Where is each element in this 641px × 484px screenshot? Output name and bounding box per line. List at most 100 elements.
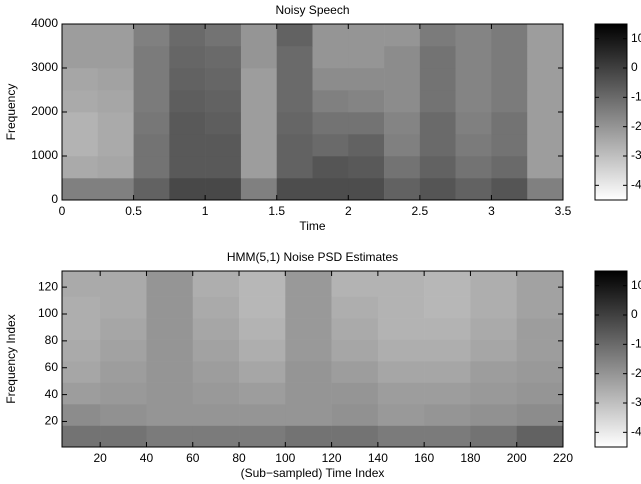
heatmap-cell xyxy=(276,24,313,47)
x-tick-label: 0.5 xyxy=(125,204,142,218)
heatmap-cell xyxy=(470,339,518,362)
heatmap-cell xyxy=(384,112,421,135)
heatmap-cell xyxy=(192,404,240,426)
heatmap-cell xyxy=(192,382,240,405)
heatmap-cell xyxy=(62,68,99,91)
heatmap-cell xyxy=(312,134,349,157)
heatmap-cell xyxy=(527,112,564,135)
y-tick-label: 3000 xyxy=(31,60,58,74)
heatmap-cell xyxy=(312,46,349,69)
colorbar-tick-label: -30 xyxy=(631,395,641,409)
heatmap-cell xyxy=(470,361,518,383)
heatmap-cell xyxy=(516,296,564,319)
colorbar-tick-label: -40 xyxy=(631,178,641,192)
heatmap-cell xyxy=(133,112,170,135)
heatmap-cell xyxy=(240,178,278,201)
heatmap-cell xyxy=(62,361,101,383)
colorbar-tick-label: 0 xyxy=(631,307,638,321)
heatmap-cell xyxy=(97,24,134,47)
y-tick-label: 4000 xyxy=(31,16,58,30)
heatmap-cell xyxy=(205,178,242,201)
heatmap-cell xyxy=(100,271,147,297)
heatmap-cell xyxy=(205,112,242,135)
x-tick-label: 1 xyxy=(202,204,209,218)
heatmap-cell xyxy=(97,156,134,179)
heatmap-cell xyxy=(470,404,518,426)
heatmap-cell xyxy=(97,46,134,69)
y-tick-label: 2000 xyxy=(31,104,58,118)
heatmap-cell xyxy=(312,90,349,113)
heatmap-cell xyxy=(97,134,134,157)
heatmap-cell xyxy=(239,404,286,426)
heatmap-cell xyxy=(169,112,206,135)
heatmap-cell xyxy=(331,339,379,362)
heatmap-cell xyxy=(419,46,456,69)
heatmap-cell xyxy=(62,46,99,69)
heatmap-cell xyxy=(62,134,99,157)
heatmap-cell xyxy=(240,134,278,157)
x-tick-label: 2.5 xyxy=(412,204,429,218)
heatmap-cell xyxy=(470,296,518,319)
heatmap-cell xyxy=(62,382,101,405)
heatmap-cell xyxy=(377,296,425,319)
x-tick-label: 3.5 xyxy=(555,204,572,218)
heatmap-cell xyxy=(527,156,564,179)
heatmap-cell xyxy=(455,68,492,91)
heatmap-cell xyxy=(100,361,147,383)
heatmap-cell xyxy=(100,425,147,448)
heatmap-cell xyxy=(455,134,492,157)
heatmap-cell xyxy=(419,178,456,201)
heatmap-cell xyxy=(424,425,471,448)
heatmap-cell xyxy=(424,361,471,383)
heatmap-cell xyxy=(169,24,206,47)
x-tick-label: 60 xyxy=(186,451,200,465)
x-tick-label: 140 xyxy=(368,451,388,465)
heatmap-cell xyxy=(276,90,313,113)
heatmap-cell xyxy=(312,112,349,135)
heatmap-cell xyxy=(192,425,240,448)
heatmap-cell xyxy=(276,68,313,91)
colorbar-tick-label: -30 xyxy=(631,148,641,162)
heatmap-cell xyxy=(377,271,425,297)
heatmap-cell xyxy=(192,361,240,383)
heatmap-cell xyxy=(276,112,313,135)
heatmap-cell xyxy=(384,90,421,113)
heatmap-cell xyxy=(133,24,170,47)
heatmap-cell xyxy=(516,271,564,297)
heatmap-cell xyxy=(276,156,313,179)
heatmap-cell xyxy=(348,68,385,91)
heatmap-cell xyxy=(133,156,170,179)
x-tick-label: 180 xyxy=(460,451,480,465)
heatmap-cell xyxy=(424,382,471,405)
heatmap-cell xyxy=(62,24,99,47)
heatmap-cell xyxy=(192,271,240,297)
heatmap-cell xyxy=(527,134,564,157)
heatmap-cell xyxy=(100,318,147,340)
heatmap-cell xyxy=(419,24,456,47)
colorbar-tick-label: -10 xyxy=(631,90,641,104)
heatmap-cell xyxy=(240,46,278,69)
heatmap-cell xyxy=(424,339,471,362)
heatmap-cell xyxy=(455,24,492,47)
y-tick-label: 120 xyxy=(38,279,58,293)
chart-title: HMM(5,1) Noise PSD Estimates xyxy=(227,250,398,264)
heatmap-cell xyxy=(491,90,528,113)
heatmap-cell xyxy=(146,318,194,340)
colorbar-tick-label: -20 xyxy=(631,366,641,380)
heatmap-cell xyxy=(100,296,147,319)
heatmap-cell xyxy=(470,382,518,405)
heatmap-cell xyxy=(146,361,194,383)
heatmap-cell xyxy=(146,296,194,319)
heatmap-cell xyxy=(331,271,379,297)
heatmap-cell xyxy=(62,156,99,179)
heatmap-cell xyxy=(312,68,349,91)
heatmap-cell xyxy=(97,68,134,91)
heatmap-cell xyxy=(470,425,518,448)
heatmap-cell xyxy=(192,339,240,362)
heatmap-cell xyxy=(348,24,385,47)
heatmap-cell xyxy=(419,68,456,91)
x-tick-label: 2 xyxy=(345,204,352,218)
heatmap-cell xyxy=(384,68,421,91)
heatmap-cell xyxy=(285,361,332,383)
